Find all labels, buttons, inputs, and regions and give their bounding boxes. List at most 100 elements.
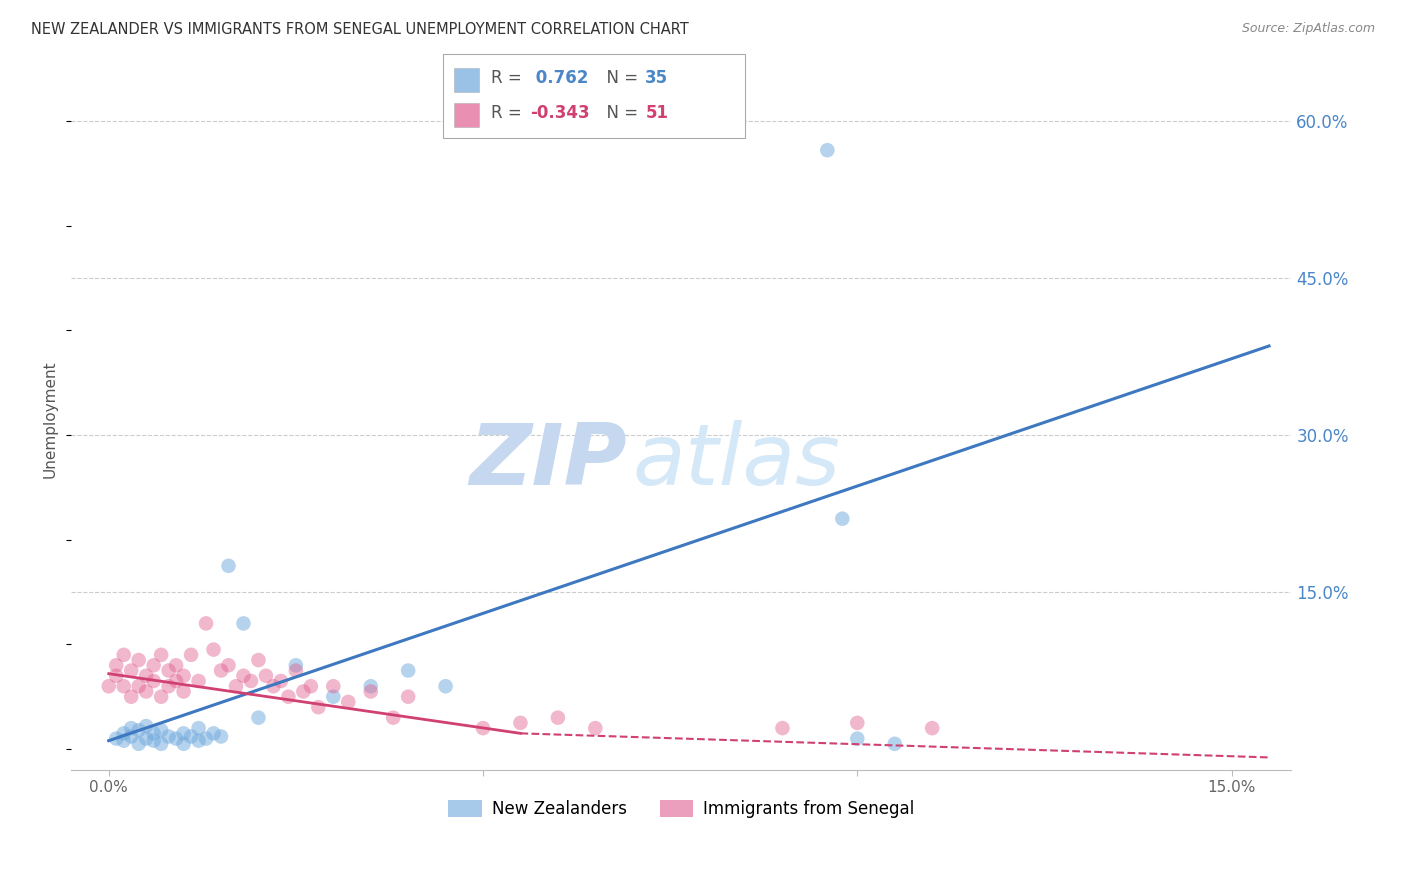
Point <box>173 726 195 740</box>
Point <box>150 648 173 662</box>
Point <box>277 690 299 704</box>
Point <box>262 679 284 693</box>
Point <box>142 726 165 740</box>
Point <box>583 721 606 735</box>
Point <box>142 733 165 747</box>
Point <box>142 673 165 688</box>
Point <box>173 669 195 683</box>
Point <box>360 684 382 698</box>
Point <box>218 558 240 573</box>
Point <box>831 512 853 526</box>
Point <box>247 653 270 667</box>
Y-axis label: Unemployment: Unemployment <box>44 360 58 478</box>
Point <box>142 658 165 673</box>
Point <box>150 723 173 738</box>
Point <box>105 658 128 673</box>
Point <box>180 730 202 744</box>
Point <box>120 690 142 704</box>
Text: NEW ZEALANDER VS IMMIGRANTS FROM SENEGAL UNEMPLOYMENT CORRELATION CHART: NEW ZEALANDER VS IMMIGRANTS FROM SENEGAL… <box>31 22 689 37</box>
Point <box>218 658 240 673</box>
Point <box>209 730 232 744</box>
Point <box>883 737 905 751</box>
Point <box>150 737 173 751</box>
Point <box>846 731 869 746</box>
Point <box>202 642 225 657</box>
Text: Source: ZipAtlas.com: Source: ZipAtlas.com <box>1241 22 1375 36</box>
Point <box>165 658 187 673</box>
Point <box>509 715 531 730</box>
Point <box>105 731 128 746</box>
Point <box>128 737 150 751</box>
Point <box>128 679 150 693</box>
Point <box>434 679 457 693</box>
Point <box>187 673 209 688</box>
Text: ZIP: ZIP <box>468 420 627 503</box>
Text: N =: N = <box>596 69 644 87</box>
Point <box>846 715 869 730</box>
Point <box>157 679 180 693</box>
Point <box>157 664 180 678</box>
Point <box>135 669 157 683</box>
Point <box>157 730 180 744</box>
Point <box>187 733 209 747</box>
Point <box>292 684 315 698</box>
Point <box>382 711 405 725</box>
Point <box>173 684 195 698</box>
Point <box>165 731 187 746</box>
Point <box>337 695 360 709</box>
Point <box>270 673 292 688</box>
Point <box>112 733 135 747</box>
Point <box>150 690 173 704</box>
Point <box>128 653 150 667</box>
Point <box>135 684 157 698</box>
Point <box>202 726 225 740</box>
Point <box>128 723 150 738</box>
Point <box>472 721 495 735</box>
Point <box>247 711 270 725</box>
Point <box>112 679 135 693</box>
Point <box>396 690 419 704</box>
Point <box>299 679 322 693</box>
Text: R =: R = <box>491 104 527 122</box>
Point <box>209 664 232 678</box>
Text: 35: 35 <box>645 69 668 87</box>
Point <box>173 737 195 751</box>
Point <box>307 700 329 714</box>
Point <box>120 730 142 744</box>
Point <box>225 679 247 693</box>
Point <box>112 726 135 740</box>
Point <box>396 664 419 678</box>
Text: R =: R = <box>491 69 527 87</box>
Point <box>135 731 157 746</box>
Point <box>120 664 142 678</box>
Point <box>112 648 135 662</box>
Point <box>547 711 569 725</box>
Point <box>180 648 202 662</box>
Point <box>239 673 262 688</box>
Text: N =: N = <box>596 104 644 122</box>
Point <box>232 669 254 683</box>
Point <box>120 721 142 735</box>
Text: -0.343: -0.343 <box>530 104 589 122</box>
Text: 0.762: 0.762 <box>530 69 589 87</box>
Point <box>195 616 218 631</box>
Point <box>105 669 128 683</box>
Point <box>284 664 307 678</box>
Point <box>195 731 218 746</box>
Point <box>165 673 187 688</box>
Legend: New Zealanders, Immigrants from Senegal: New Zealanders, Immigrants from Senegal <box>441 793 921 825</box>
Point <box>135 719 157 733</box>
Point <box>815 143 838 157</box>
Point <box>322 679 344 693</box>
Point <box>254 669 277 683</box>
Point <box>232 616 254 631</box>
Point <box>322 690 344 704</box>
Point <box>772 721 794 735</box>
Point <box>284 658 307 673</box>
Point <box>97 679 120 693</box>
Text: atlas: atlas <box>633 420 841 503</box>
Text: 51: 51 <box>645 104 668 122</box>
Point <box>360 679 382 693</box>
Point <box>187 721 209 735</box>
Point <box>921 721 943 735</box>
